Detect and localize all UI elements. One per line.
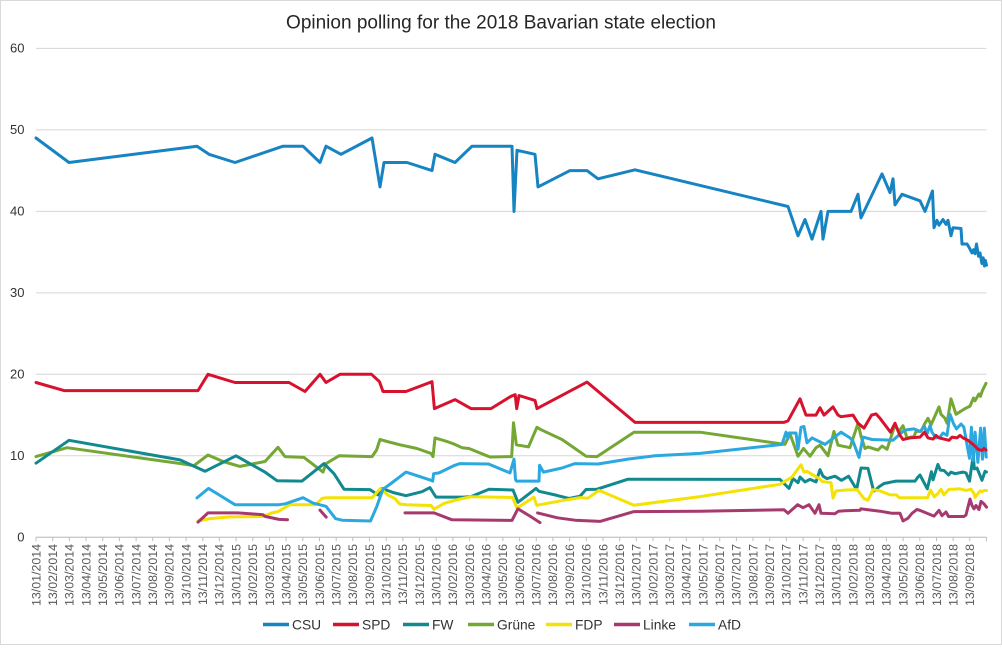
svg-text:13/06/2016: 13/06/2016 [513,544,527,606]
svg-text:13/02/2017: 13/02/2017 [646,544,660,606]
svg-text:13/07/2018: 13/07/2018 [930,544,944,606]
svg-text:13/09/2017: 13/09/2017 [763,544,777,606]
svg-text:13/03/2014: 13/03/2014 [63,544,77,606]
svg-text:13/10/2014: 13/10/2014 [179,544,193,606]
svg-text:13/11/2014: 13/11/2014 [196,544,210,605]
svg-text:13/07/2016: 13/07/2016 [530,544,544,606]
svg-text:FDP: FDP [575,618,603,633]
svg-text:13/04/2018: 13/04/2018 [880,544,894,606]
svg-text:13/01/2016: 13/01/2016 [430,544,444,606]
svg-text:13/06/2017: 13/06/2017 [713,544,727,606]
svg-text:13/07/2014: 13/07/2014 [129,544,143,606]
svg-text:13/05/2018: 13/05/2018 [896,544,910,606]
svg-text:13/05/2015: 13/05/2015 [296,544,310,606]
svg-text:13/03/2018: 13/03/2018 [863,544,877,606]
svg-text:13/08/2015: 13/08/2015 [346,544,360,606]
svg-text:13/04/2017: 13/04/2017 [680,544,694,606]
svg-text:13/07/2017: 13/07/2017 [730,544,744,606]
svg-text:13/03/2017: 13/03/2017 [663,544,677,606]
svg-text:13/03/2015: 13/03/2015 [263,544,277,606]
svg-text:13/03/2016: 13/03/2016 [463,544,477,606]
svg-text:13/11/2015: 13/11/2015 [396,544,410,605]
svg-text:13/01/2015: 13/01/2015 [229,544,243,606]
svg-text:40: 40 [10,204,24,219]
svg-text:13/12/2015: 13/12/2015 [413,544,427,606]
svg-text:13/08/2017: 13/08/2017 [746,544,760,606]
svg-text:13/11/2017: 13/11/2017 [796,544,810,605]
svg-text:13/11/2016: 13/11/2016 [596,544,610,605]
svg-text:SPD: SPD [362,618,390,633]
svg-text:13/01/2018: 13/01/2018 [830,544,844,606]
svg-text:13/10/2015: 13/10/2015 [380,544,394,606]
svg-text:13/09/2014: 13/09/2014 [163,544,177,606]
svg-text:13/08/2014: 13/08/2014 [146,544,160,606]
svg-text:13/01/2014: 13/01/2014 [29,544,43,606]
svg-text:Opinion polling for the 2018 B: Opinion polling for the 2018 Bavarian st… [286,12,716,33]
svg-text:30: 30 [10,285,24,300]
svg-text:13/04/2014: 13/04/2014 [79,544,93,606]
svg-text:13/01/2017: 13/01/2017 [630,544,644,606]
svg-text:Grüne: Grüne [497,618,536,633]
svg-text:13/05/2017: 13/05/2017 [696,544,710,606]
svg-text:13/05/2016: 13/05/2016 [496,544,510,606]
svg-text:AfD: AfD [718,618,741,633]
svg-text:Linke: Linke [643,618,676,633]
svg-text:10: 10 [10,448,24,463]
svg-text:13/06/2014: 13/06/2014 [113,544,127,606]
svg-text:20: 20 [10,367,24,382]
svg-text:60: 60 [10,41,24,56]
svg-text:13/02/2018: 13/02/2018 [846,544,860,606]
svg-text:13/10/2017: 13/10/2017 [780,544,794,606]
svg-text:FW: FW [432,618,453,633]
svg-text:13/09/2015: 13/09/2015 [363,544,377,606]
svg-text:13/06/2015: 13/06/2015 [313,544,327,606]
svg-text:13/09/2016: 13/09/2016 [563,544,577,606]
svg-text:13/04/2015: 13/04/2015 [279,544,293,606]
svg-text:13/07/2015: 13/07/2015 [330,544,344,606]
svg-text:13/08/2016: 13/08/2016 [546,544,560,606]
svg-text:CSU: CSU [292,618,321,633]
svg-text:13/12/2014: 13/12/2014 [213,544,227,606]
svg-text:13/06/2018: 13/06/2018 [913,544,927,606]
svg-text:13/02/2015: 13/02/2015 [246,544,260,606]
svg-text:13/09/2018: 13/09/2018 [963,544,977,606]
svg-text:50: 50 [10,122,24,137]
svg-text:13/02/2014: 13/02/2014 [46,544,60,606]
svg-text:13/05/2014: 13/05/2014 [96,544,110,606]
svg-text:0: 0 [17,530,24,545]
svg-text:13/10/2016: 13/10/2016 [580,544,594,606]
svg-text:13/04/2016: 13/04/2016 [480,544,494,606]
svg-text:13/02/2016: 13/02/2016 [446,544,460,606]
svg-text:13/12/2016: 13/12/2016 [613,544,627,606]
svg-text:13/12/2017: 13/12/2017 [813,544,827,606]
svg-text:13/08/2018: 13/08/2018 [946,544,960,606]
